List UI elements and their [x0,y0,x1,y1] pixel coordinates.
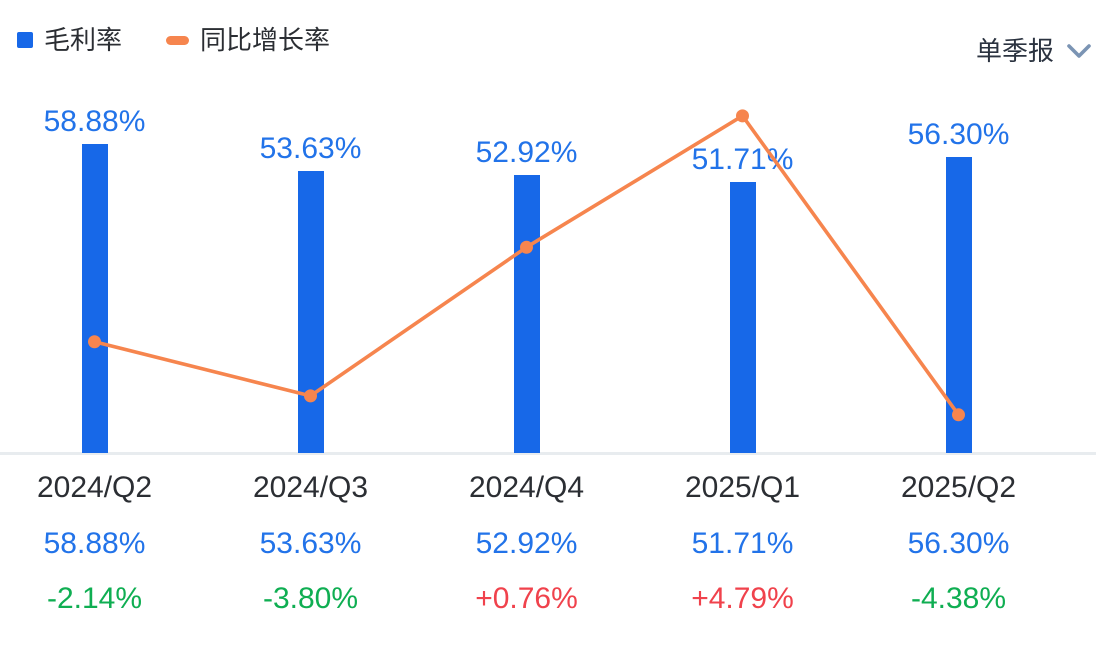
table-cell-quarter: 2024/Q3 [252,471,369,504]
bar-value-label: 53.63% [259,132,362,166]
bar-value-label: 56.30% [907,118,1010,152]
table-cell-quarter: 2024/Q4 [468,471,585,504]
yoy-growth-line [88,109,965,422]
bar [729,181,756,453]
bar [81,143,108,453]
table-cell-gross_margin: 58.88% [43,527,146,560]
period-selector-label: 单季报 [975,36,1054,66]
table-cell-quarter: 2024/Q2 [36,471,153,504]
bar-value-label: 58.88% [43,104,146,138]
table-cell-yoy_change: -4.38% [910,582,1007,615]
bar-value-label: 52.92% [475,136,578,170]
table-cell-yoy_change: -3.80% [262,582,359,615]
bar-series-swatch-icon [17,32,33,48]
bar [945,157,972,453]
x-axis-line [0,452,1096,455]
chevron-down-icon [1067,44,1091,58]
table-cell-gross_margin: 56.30% [907,527,1010,560]
bar [513,175,540,453]
table-cell-quarter: 2025/Q2 [900,471,1017,504]
period-selector-dropdown[interactable]: 单季报 [976,36,1092,66]
table-cell-gross_margin: 52.92% [475,527,578,560]
legend: 毛利率 同比增长率 [17,24,330,56]
table-cell-quarter: 2025/Q1 [684,471,801,504]
legend-label: 毛利率 [44,25,123,55]
legend-item-gross-margin[interactable]: 毛利率 [17,24,122,56]
line-series-swatch-icon [166,35,190,45]
legend-item-yoy-growth[interactable]: 同比增长率 [166,24,330,56]
table-cell-gross_margin: 53.63% [259,527,362,560]
table-cell-yoy_change: +0.76% [475,582,578,615]
legend-label: 同比增长率 [200,25,331,55]
bar-value-label: 51.71% [691,142,794,176]
table-cell-yoy_change: -2.14% [46,582,143,615]
table-cell-yoy_change: +4.79% [691,582,794,615]
table-cell-gross_margin: 51.71% [691,527,794,560]
data-point-marker [736,109,749,123]
bar [297,171,324,453]
